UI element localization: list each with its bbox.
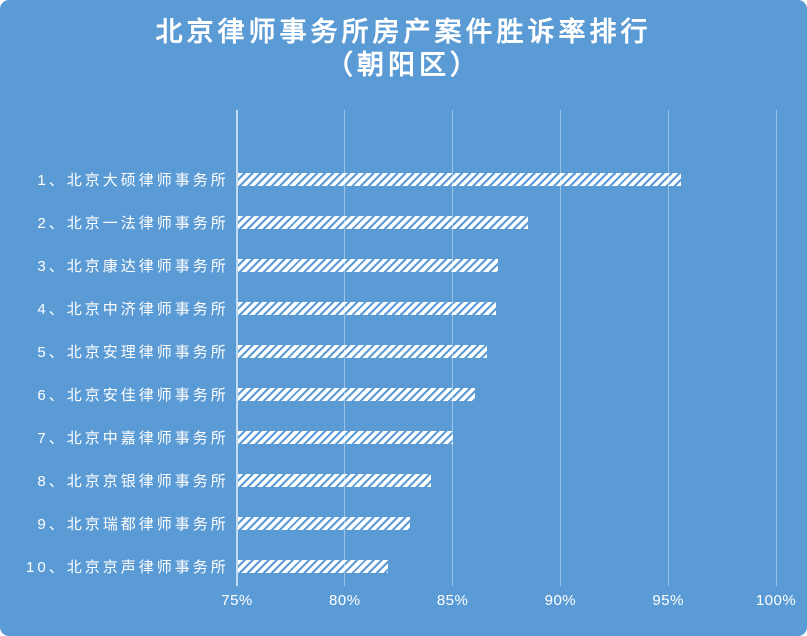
chart-row: 3、北京康达律师事务所 xyxy=(0,244,776,287)
gridline xyxy=(559,110,561,586)
bar-track xyxy=(237,560,776,573)
chart-row: 4、北京中济律师事务所 xyxy=(0,287,776,330)
chart-row: 10、北京京声律师事务所 xyxy=(0,545,776,588)
bar xyxy=(237,431,454,444)
category-label: 4、北京中济律师事务所 xyxy=(37,301,229,318)
bar-track xyxy=(237,388,776,401)
bar xyxy=(237,345,488,358)
gridline xyxy=(775,110,777,586)
category-label: 9、北京瑞都律师事务所 xyxy=(37,516,229,533)
x-axis-tick-label: 90% xyxy=(544,592,577,609)
bar-rows: 1、北京大硕律师事务所 2、北京一法律师事务所 3、北京康达律师事务所 4、北京中济律… xyxy=(0,158,776,588)
bar-track xyxy=(237,431,776,444)
chart-row: 7、北京中嘉律师事务所 xyxy=(0,416,776,459)
bar xyxy=(237,560,389,573)
bar-track xyxy=(237,302,776,315)
bar xyxy=(237,216,529,229)
category-label: 10、北京京声律师事务所 xyxy=(26,559,229,576)
chart-title-line2: （朝阳区） xyxy=(326,50,481,80)
x-axis-tick-label: 95% xyxy=(652,592,684,609)
category-label: 1、北京大硕律师事务所 xyxy=(37,172,229,189)
bar-track xyxy=(237,517,776,530)
bar xyxy=(237,173,682,186)
bar xyxy=(237,388,475,401)
x-axis-tick-label: 100% xyxy=(755,592,797,609)
bar xyxy=(237,517,410,530)
bar-track xyxy=(237,173,776,186)
category-label: 2、北京一法律师事务所 xyxy=(37,215,229,232)
chart-row: 2、北京一法律师事务所 xyxy=(0,201,776,244)
chart-row: 5、北京安理律师事务所 xyxy=(0,330,776,373)
chart-title: 北京律师事务所房产案件胜诉率排行 （朝阳区） xyxy=(0,16,807,82)
chart-row: 1、北京大硕律师事务所 xyxy=(0,158,776,201)
bar xyxy=(237,259,499,272)
category-label: 5、北京安理律师事务所 xyxy=(37,344,229,361)
x-axis-tick-label: 85% xyxy=(436,592,469,609)
bar-track xyxy=(237,474,776,487)
chart-row: 6、北京安佳律师事务所 xyxy=(0,373,776,416)
chart-row: 9、北京瑞都律师事务所 xyxy=(0,502,776,545)
chart-row: 8、北京京银律师事务所 xyxy=(0,459,776,502)
bar-track xyxy=(237,259,776,272)
bar-track xyxy=(237,216,776,229)
category-label: 7、北京中嘉律师事务所 xyxy=(37,430,229,447)
category-label: 3、北京康达律师事务所 xyxy=(37,258,229,275)
bar-track xyxy=(237,345,776,358)
x-axis-tick-label: 75% xyxy=(221,592,253,609)
category-label: 6、北京安佳律师事务所 xyxy=(37,387,229,404)
chart-title-line1: 北京律师事务所房产案件胜诉率排行 xyxy=(155,17,652,47)
bar xyxy=(237,302,497,315)
x-axis: 75% 80% 85% 90% 95% 100% xyxy=(221,592,795,616)
x-axis-tick-label: 80% xyxy=(329,592,361,609)
category-axis-line xyxy=(236,110,238,586)
category-label: 8、北京京银律师事务所 xyxy=(37,473,229,490)
gridline xyxy=(667,110,669,586)
bar xyxy=(237,474,432,487)
